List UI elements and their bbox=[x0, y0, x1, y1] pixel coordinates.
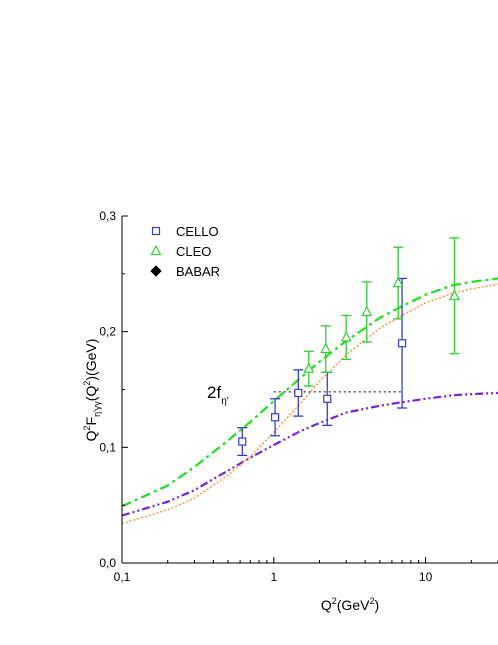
legend-label-cleo: CLEO bbox=[176, 244, 211, 259]
cello-point bbox=[397, 339, 407, 348]
model-curve-dash-dot-dot bbox=[121, 391, 498, 517]
x-tick-label: 0,1 bbox=[114, 570, 131, 584]
tick-labels: 0,00,10,20,30,1 1 10 bbox=[99, 209, 432, 584]
cello-point bbox=[238, 437, 247, 446]
y-tick-label: 0,3 bbox=[99, 209, 116, 223]
model-curve-dotted bbox=[121, 283, 498, 525]
legend-markers bbox=[150, 226, 162, 277]
legend-marker-cleo bbox=[150, 244, 162, 256]
model-curve-dash-dot bbox=[121, 277, 498, 508]
y-tick-label: 0,0 bbox=[99, 556, 116, 570]
y-axis-title: Q2Fη'γγ(Q2)(GeV) bbox=[82, 339, 102, 442]
y-tick-label: 0,1 bbox=[99, 440, 116, 454]
cleo-point bbox=[448, 289, 460, 300]
annotation-label: 2fη' bbox=[207, 383, 229, 407]
cleo-point bbox=[392, 276, 404, 288]
legend-label-cello: CELLO bbox=[176, 224, 219, 239]
x-axis-title: Q2(GeV2) bbox=[321, 596, 379, 613]
legend: CELLO CLEO BABAR bbox=[150, 224, 220, 279]
cleo-point bbox=[303, 362, 315, 373]
error-bars bbox=[237, 237, 460, 457]
cleo-point bbox=[361, 305, 373, 317]
legend-label-babar: BABAR bbox=[176, 264, 220, 279]
cello-point bbox=[270, 413, 280, 422]
cello-point bbox=[294, 388, 303, 398]
ticks bbox=[121, 215, 498, 564]
y-tick-label: 0,2 bbox=[99, 325, 116, 339]
cleo-point bbox=[340, 331, 352, 342]
data-points bbox=[238, 276, 460, 446]
x-tick-label: 1 bbox=[270, 570, 277, 584]
legend-marker-cello bbox=[151, 226, 161, 236]
legend-marker-babar bbox=[150, 265, 162, 277]
cleo-point bbox=[320, 342, 332, 354]
cello-point bbox=[323, 394, 332, 403]
x-tick-label: 10 bbox=[419, 570, 433, 584]
model-curves bbox=[121, 277, 498, 525]
